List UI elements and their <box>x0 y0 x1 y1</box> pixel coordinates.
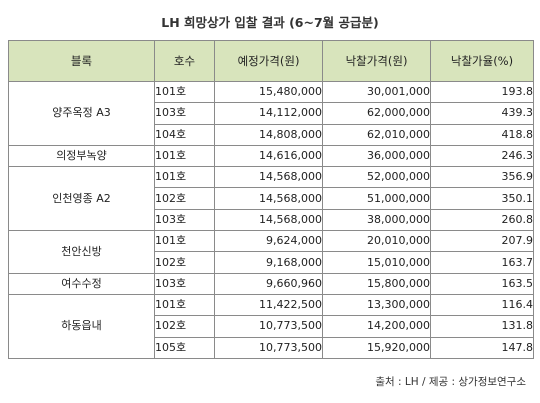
winning-rate-cell: 193.8 <box>430 80 534 104</box>
winning-rate-cell: 356.9 <box>430 166 534 189</box>
planned-price-cell: 9,624,000 <box>214 230 323 253</box>
winning-rate-cell: 439.3 <box>430 102 534 125</box>
header-block: 블록 <box>8 40 155 82</box>
winning-price-cell: 52,000,000 <box>322 166 431 189</box>
unit-cell: 101호 <box>154 293 215 317</box>
page-title: LH 희망상가 입찰 결과 (6~7월 공급분) <box>161 15 379 30</box>
winning-rate-cell: 163.5 <box>430 272 534 295</box>
planned-price-cell: 14,616,000 <box>214 144 323 168</box>
winning-price-cell: 20,010,000 <box>322 230 431 253</box>
header-planned-price: 예정가격(원) <box>214 40 323 82</box>
header-winning-rate: 낙찰가율(%) <box>430 40 534 82</box>
planned-price-cell: 14,568,000 <box>214 208 323 232</box>
table-row: 102호 14,568,000 51,000,000 350.1 <box>9 187 534 210</box>
block-name-cell: 양주옥정 A3 <box>8 81 155 146</box>
winning-price-cell: 62,010,000 <box>322 123 431 146</box>
table-row: 천안신방 101호 9,624,000 20,010,000 207.9 <box>8 230 534 274</box>
block-name-cell: 의정부녹양 <box>8 144 155 168</box>
table-row: 102호 10,773,500 14,200,000 131.8 <box>9 315 534 338</box>
planned-price-cell: 14,568,000 <box>214 187 323 210</box>
table-row: 여수수정 103호 9,660,960 15,800,000 163.5 <box>8 272 534 295</box>
table-row: 105호 10,773,500 15,920,000 147.8 <box>9 336 534 359</box>
results-table: 블록 호수 예정가격(원) 낙찰가격(원) 낙찰가율(%) 양주옥정 A3 101… <box>8 40 534 359</box>
winning-price-cell: 62,000,000 <box>322 102 431 125</box>
table-row: 의정부녹양 101호 14,616,000 36,000,000 246.3 <box>8 144 534 168</box>
planned-price-cell: 14,112,000 <box>214 102 323 125</box>
planned-price-cell: 14,808,000 <box>214 123 323 146</box>
header-unit: 호수 <box>154 40 215 82</box>
winning-rate-cell: 246.3 <box>430 144 534 168</box>
planned-price-cell: 10,773,500 <box>214 315 323 338</box>
winning-price-cell: 14,200,000 <box>322 315 431 338</box>
unit-cell: 104호 <box>154 123 215 146</box>
winning-price-cell: 15,920,000 <box>322 336 431 359</box>
planned-price-cell: 9,168,000 <box>214 251 323 274</box>
winning-price-cell: 15,010,000 <box>322 251 431 274</box>
winning-price-cell: 30,001,000 <box>322 80 431 104</box>
winning-rate-cell: 116.4 <box>430 293 534 317</box>
unit-cell: 102호 <box>154 315 215 338</box>
header-winning-price: 낙찰가격(원) <box>322 40 431 82</box>
winning-price-cell: 15,800,000 <box>322 272 431 295</box>
winning-price-cell: 38,000,000 <box>322 208 431 232</box>
unit-cell: 101호 <box>154 80 215 104</box>
winning-price-cell: 51,000,000 <box>322 187 431 210</box>
block-name-cell: 하동읍내 <box>8 293 155 359</box>
source-note: 출처 : LH / 제공 : 상가정보연구소 <box>375 376 526 388</box>
winning-rate-cell: 163.7 <box>430 251 534 274</box>
winning-rate-cell: 260.8 <box>430 208 534 232</box>
unit-cell: 103호 <box>154 102 215 125</box>
unit-cell: 102호 <box>154 187 215 210</box>
planned-price-cell: 10,773,500 <box>214 336 323 359</box>
planned-price-cell: 9,660,960 <box>214 272 323 295</box>
header-row: 블록 호수 예정가격(원) 낙찰가격(원) 낙찰가율(%) <box>8 40 534 82</box>
planned-price-cell: 11,422,500 <box>214 293 323 317</box>
winning-rate-cell: 350.1 <box>430 187 534 210</box>
block-name-cell: 인천영종 A2 <box>8 166 155 232</box>
unit-cell: 101호 <box>154 144 215 168</box>
winning-rate-cell: 207.9 <box>430 230 534 253</box>
planned-price-cell: 14,568,000 <box>214 166 323 189</box>
unit-cell: 103호 <box>154 208 215 232</box>
winning-rate-cell: 147.8 <box>430 336 534 359</box>
table-row: 인천영종 A2 101호 14,568,000 52,000,000 356.9 <box>8 166 534 232</box>
unit-cell: 102호 <box>154 251 215 274</box>
winning-rate-cell: 131.8 <box>430 315 534 338</box>
table-row: 양주옥정 A3 101호 15,480,000 30,001,000 193.8 <box>8 80 534 146</box>
table-body: 양주옥정 A3 101호 15,480,000 30,001,000 193.8 103호… <box>8 80 534 359</box>
winning-price-cell: 36,000,000 <box>322 144 431 168</box>
unit-cell: 101호 <box>154 230 215 253</box>
block-name-cell: 천안신방 <box>8 230 155 274</box>
table-row: 103호 14,568,000 38,000,000 260.8 <box>9 208 534 232</box>
winning-price-cell: 13,300,000 <box>322 293 431 317</box>
table-row: 하동읍내 101호 11,422,500 13,300,000 116.4 <box>8 293 534 359</box>
planned-price-cell: 15,480,000 <box>214 80 323 104</box>
unit-cell: 103호 <box>154 272 215 295</box>
block-name-cell: 여수수정 <box>8 272 155 295</box>
unit-cell: 105호 <box>154 336 215 359</box>
winning-rate-cell: 418.8 <box>430 123 534 146</box>
table-row: 102호 9,168,000 15,010,000 163.7 <box>9 251 534 274</box>
unit-cell: 101호 <box>154 166 215 189</box>
